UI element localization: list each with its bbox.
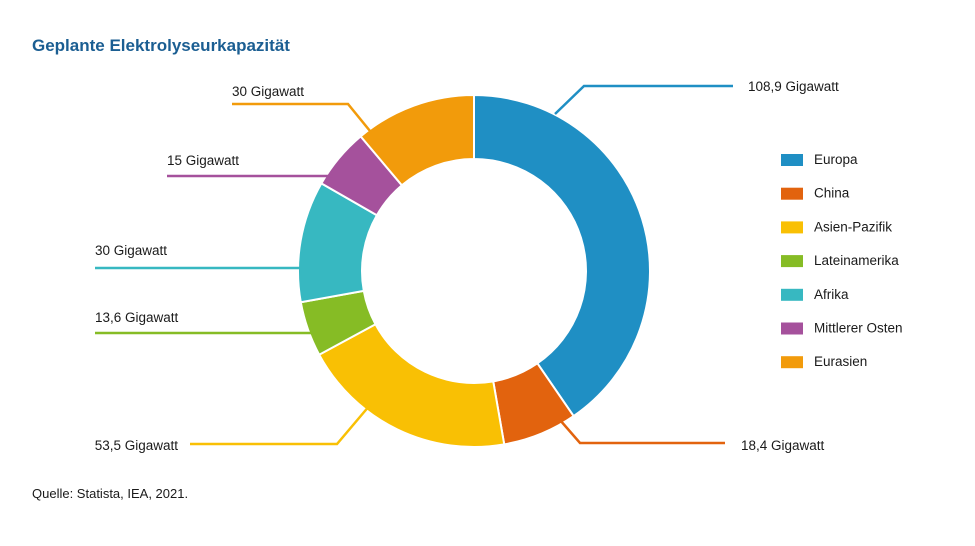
source-note: Quelle: Statista, IEA, 2021.: [32, 486, 189, 501]
legend-item-lateinamerika: Lateinamerika: [781, 253, 899, 268]
legend-swatch-afrika: [781, 288, 803, 301]
slice-eurasien: [359, 93, 475, 187]
legend-label-europa: Europa: [814, 152, 858, 167]
legend-swatch-europa: [781, 154, 803, 166]
legend-item-afrika: Afrika: [781, 287, 849, 302]
legend-label-lateinamerika: Lateinamerika: [814, 253, 899, 268]
data-label-mittlerer-osten: 15 Gigawatt: [167, 153, 239, 168]
slices-group: [297, 93, 651, 448]
data-label-afrika: 30 Gigawatt: [95, 243, 167, 258]
leader-lines-group: [95, 84, 733, 446]
leader-line-china: [559, 419, 725, 445]
legend-label-asien-pazifik: Asien-Pazifik: [814, 219, 892, 234]
legend-item-asien-pazifik: Asien-Pazifik: [781, 219, 892, 234]
legend-swatch-china: [781, 187, 803, 200]
legend: Europa China Asien-Pazifik Lateinamerika Afr…: [781, 152, 903, 369]
slice-europa: [473, 93, 651, 418]
legend-label-china: China: [814, 186, 850, 201]
data-label-eurasien: 30 Gigawatt: [232, 84, 304, 99]
data-label-lateinamerika: 13,6 Gigawatt: [95, 310, 179, 325]
data-label-china: 18,4 Gigawatt: [741, 438, 825, 453]
slice-asien-pazifik: [317, 322, 506, 448]
legend-item-eurasien: Eurasien: [781, 354, 867, 369]
data-labels-group: 108,9 Gigawatt 18,4 Gigawatt 53,5 Gigawatt…: [95, 79, 839, 453]
legend-label-eurasien: Eurasien: [814, 354, 867, 369]
legend-label-mittlerer-osten: Mittlerer Osten: [814, 321, 903, 336]
legend-swatch-mittlerer-osten: [781, 322, 803, 335]
data-label-asien-pazifik: 53,5 Gigawatt: [95, 438, 179, 453]
leader-line-asien-pazifik: [190, 404, 371, 446]
legend-item-china: China: [781, 186, 850, 201]
legend-item-europa: Europa: [781, 152, 858, 167]
chart-title: Geplante Elektrolyseurkapazität: [32, 36, 290, 55]
legend-label-afrika: Afrika: [814, 287, 849, 302]
leader-line-eurasien: [232, 102, 371, 132]
legend-swatch-asien-pazifik: [781, 221, 803, 234]
data-label-europa: 108,9 Gigawatt: [748, 79, 839, 94]
legend-item-mittlerer-osten: Mittlerer Osten: [781, 321, 903, 336]
leader-line-europa: [554, 84, 733, 115]
legend-swatch-eurasien: [781, 356, 803, 369]
legend-swatch-lateinamerika: [781, 255, 803, 268]
